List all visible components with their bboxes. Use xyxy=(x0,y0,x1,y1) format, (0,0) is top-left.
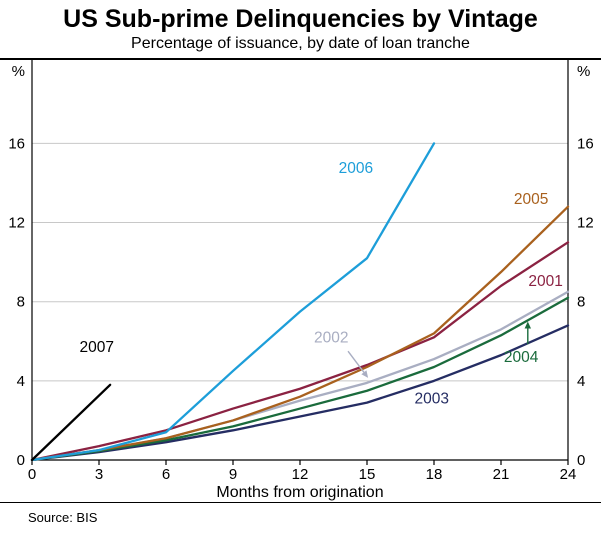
y-tick-label-left-8: 8 xyxy=(17,294,25,311)
series-label-2007: 2007 xyxy=(80,339,114,356)
y-unit-left: % xyxy=(12,63,25,80)
x-tick-label-9: 9 xyxy=(229,466,237,483)
y-tick-label-right-8: 8 xyxy=(577,294,585,311)
chart-footer: Source: BIS xyxy=(0,502,601,525)
x-tick-label-6: 6 xyxy=(162,466,170,483)
series-line-2005 xyxy=(30,205,570,462)
y-tick-label-left-16: 16 xyxy=(8,136,25,153)
x-tick-label-24: 24 xyxy=(560,466,577,483)
header-rule xyxy=(0,58,601,61)
source-note: Source: BIS xyxy=(28,510,98,526)
chart-title: US Sub-prime Delinquencies by Vintage xyxy=(63,5,538,33)
x-tick-label-18: 18 xyxy=(426,466,443,483)
series-arrowhead-2002 xyxy=(361,370,369,379)
series-line-2002 xyxy=(30,290,570,462)
x-tick-label-12: 12 xyxy=(292,466,309,483)
series-label-2001: 2001 xyxy=(528,273,562,290)
y-tick-label-right-12: 12 xyxy=(577,215,594,232)
y-tick-label-left-12: 12 xyxy=(8,215,25,232)
x-tick-label-3: 3 xyxy=(95,466,103,483)
y-tick-label-right-0: 0 xyxy=(577,452,585,469)
y-tick-label-right-16: 16 xyxy=(577,136,594,153)
y-tick-label-right-4: 4 xyxy=(577,373,585,390)
y-tick-label-left-4: 4 xyxy=(17,373,25,390)
x-axis-title: Months from origination xyxy=(216,484,383,501)
series-label-2002: 2002 xyxy=(314,329,348,346)
series-arrow-2002 xyxy=(347,350,365,373)
series-label-2004: 2004 xyxy=(504,349,539,366)
series-label-2006: 2006 xyxy=(339,160,373,177)
y-unit-right: % xyxy=(577,63,590,80)
series-line-2007 xyxy=(30,383,112,462)
series-line-2001 xyxy=(30,241,570,462)
series-line-2003 xyxy=(30,324,570,462)
x-tick-label-21: 21 xyxy=(493,466,510,483)
x-tick-label-15: 15 xyxy=(359,466,376,483)
chart-header: US Sub-prime Delinquencies by Vintage Pe… xyxy=(0,0,601,53)
series-arrowhead-2004 xyxy=(524,321,531,329)
series-line-2006 xyxy=(30,142,436,462)
series-line-2004 xyxy=(30,296,570,462)
series-label-2005: 2005 xyxy=(514,191,548,208)
series-label-2003: 2003 xyxy=(415,391,449,408)
chart-subtitle: Percentage of issuance, by date of loan … xyxy=(131,34,470,52)
y-tick-label-left-0: 0 xyxy=(17,452,25,469)
x-tick-label-0: 0 xyxy=(28,466,36,483)
